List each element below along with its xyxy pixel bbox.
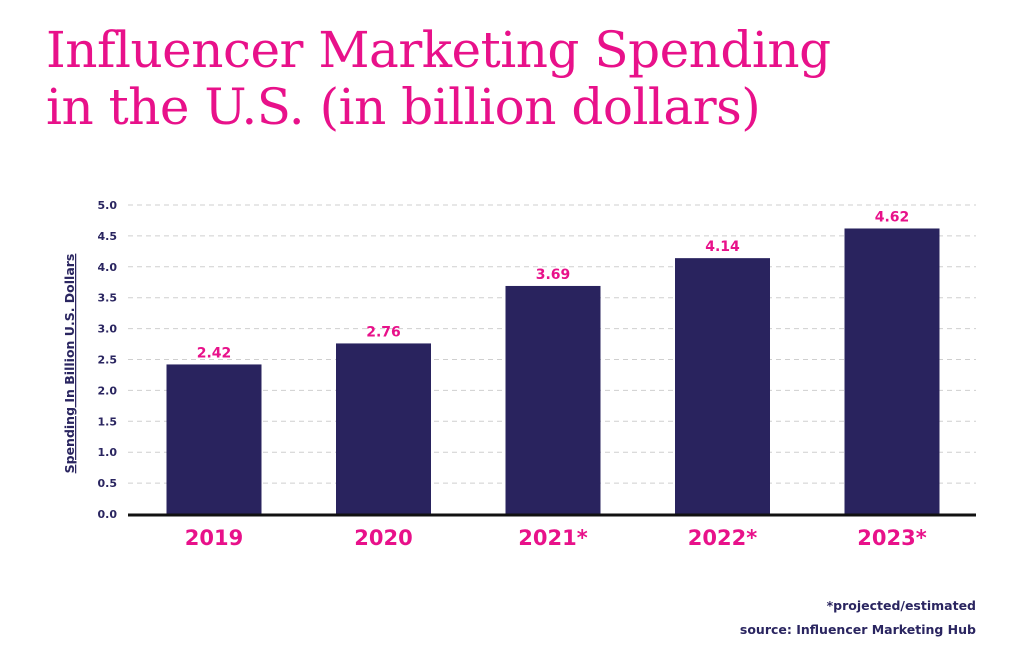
y-tick-label: 2.5 [98, 354, 118, 367]
y-tick-label: 0.5 [98, 477, 118, 490]
y-tick-label: 0.0 [98, 508, 118, 521]
data-label: 4.14 [705, 239, 740, 255]
bar [675, 258, 770, 514]
x-category-label: 2023* [857, 526, 926, 550]
bar [844, 228, 940, 514]
x-category-label: 2022* [688, 526, 757, 550]
data-label: 4.62 [875, 209, 910, 225]
bar [336, 343, 431, 514]
y-tick-label: 4.0 [98, 261, 118, 274]
y-tick-label: 3.0 [98, 323, 118, 336]
y-tick-label: 3.5 [98, 292, 118, 305]
y-tick-label: 1.5 [98, 415, 118, 428]
data-label: 2.42 [197, 345, 232, 361]
y-tick-label: 5.0 [98, 199, 118, 212]
data-label: 2.76 [366, 324, 401, 340]
y-tick-label: 1.0 [98, 446, 118, 459]
projection-footnote: *projected/estimated [826, 598, 976, 613]
y-tick-label: 2.0 [98, 384, 118, 397]
x-category-label: 2021* [518, 526, 587, 550]
chart-title-line-1: Influencer Marketing Spending [46, 21, 831, 79]
source-footnote: source: Influencer Marketing Hub [739, 622, 976, 637]
chart-title-line-2: in the U.S. (in billion dollars) [46, 78, 761, 136]
x-category-label: 2020 [354, 526, 412, 550]
data-label: 3.69 [536, 267, 571, 283]
y-axis-title: Spending In Billion U.S. Dollars [62, 254, 77, 474]
x-category-label: 2019 [185, 526, 243, 550]
bar [166, 364, 262, 514]
bar [505, 285, 601, 514]
y-tick-label: 4.5 [98, 230, 118, 243]
chart-title: Influencer Marketing Spending in the U.S… [46, 22, 946, 136]
